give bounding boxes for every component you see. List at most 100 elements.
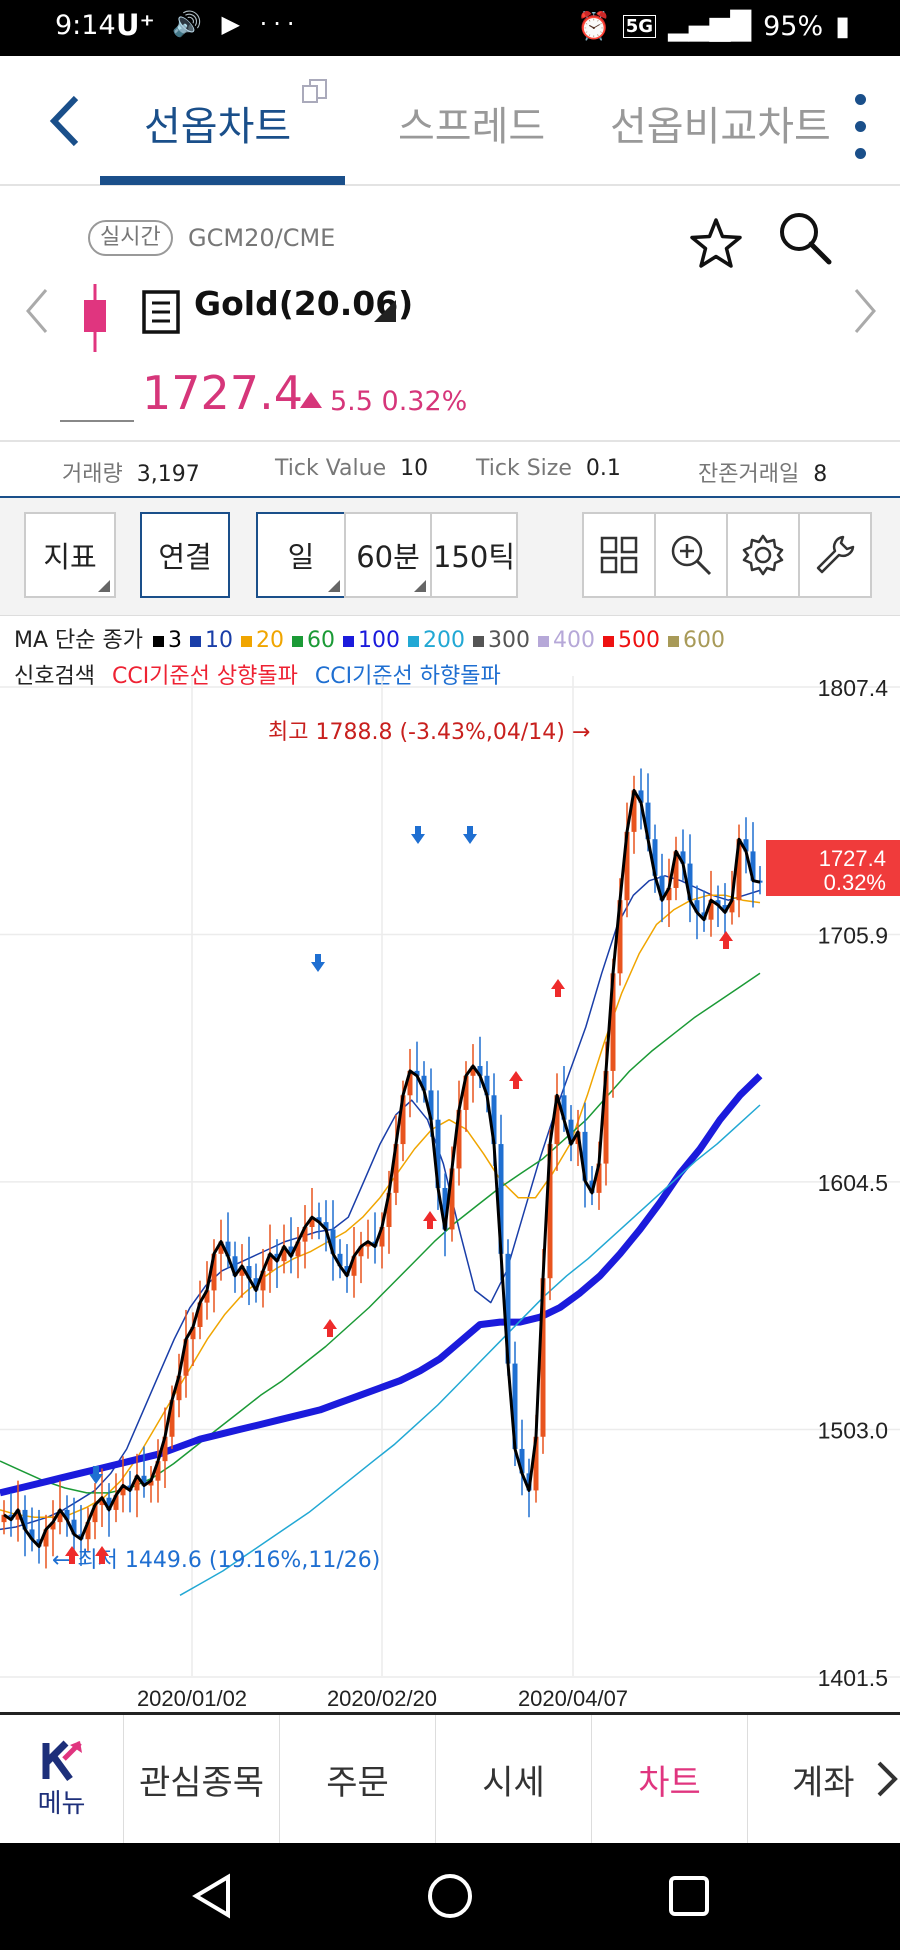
- candle-body: [379, 1227, 385, 1247]
- nav-market[interactable]: 시세: [436, 1715, 592, 1843]
- candle-body: [274, 1253, 280, 1262]
- candle-body: [582, 1131, 588, 1181]
- signal-up-arrow: [719, 931, 733, 949]
- candle-body: [148, 1480, 154, 1486]
- candle-body: [323, 1222, 329, 1230]
- candle-body: [428, 1090, 434, 1120]
- layout-grid-icon[interactable]: [584, 514, 656, 596]
- nav-account[interactable]: 계좌: [748, 1715, 900, 1843]
- battery-icon: ▮: [835, 10, 850, 42]
- tab-futures-chart[interactable]: 선옵차트: [144, 104, 292, 150]
- favorite-star-icon[interactable]: [688, 216, 744, 272]
- price-line: [60, 420, 134, 422]
- candle-body: [246, 1266, 252, 1279]
- candle-body: [211, 1253, 217, 1291]
- candle-body: [596, 1163, 602, 1193]
- nav-menu[interactable]: 메뉴: [0, 1715, 124, 1843]
- next-instrument-icon[interactable]: [850, 286, 880, 336]
- candle-body: [638, 790, 644, 803]
- ma-color-swatch: [291, 636, 303, 647]
- candle-body: [134, 1475, 140, 1491]
- candle-body: [190, 1327, 196, 1340]
- candle-body: [239, 1266, 245, 1276]
- nav-watchlist[interactable]: 관심종목: [124, 1715, 280, 1843]
- candle-body: [736, 839, 742, 901]
- status-icons: 🔊 ▶ ···: [172, 10, 301, 38]
- ma-legend-item: 20: [240, 628, 284, 653]
- bottom-nav: 메뉴 관심종목 주문 시세 차트 계좌: [0, 1715, 900, 1843]
- chevron-right-icon[interactable]: [875, 1759, 899, 1799]
- candle-body: [302, 1227, 308, 1242]
- instrument-dropdown-icon[interactable]: [374, 300, 396, 322]
- period-day-button[interactable]: 일: [256, 512, 346, 598]
- top-tab-bar: 선옵차트 스프레드 선옵비교차트: [0, 56, 900, 186]
- x-tick-label: 2020/04/07: [518, 1686, 628, 1711]
- nav-chart[interactable]: 차트: [592, 1715, 748, 1843]
- current-price-tag: [766, 840, 900, 896]
- candle-body: [92, 1505, 98, 1523]
- signal-up-arrow: [95, 1546, 109, 1564]
- ma-legend-label: 10: [204, 628, 233, 653]
- system-recents-icon[interactable]: [668, 1875, 710, 1917]
- ma-legend-item: 3: [152, 628, 182, 653]
- zoom-in-icon[interactable]: [656, 514, 728, 596]
- back-arrow-icon[interactable]: [40, 86, 90, 156]
- signal-icon: ▂▄▆█: [668, 10, 752, 42]
- period-150tick-button[interactable]: 150틱: [430, 512, 518, 598]
- candle-body: [722, 905, 728, 913]
- y-tick-label: 1401.5: [818, 1665, 888, 1691]
- chart-toolbar: 지표 연결 일 60분 150틱: [0, 498, 900, 616]
- candle-body: [344, 1266, 350, 1276]
- popout-icon[interactable]: [300, 78, 330, 104]
- candle-body: [316, 1217, 322, 1223]
- wrench-tool-icon[interactable]: [800, 514, 870, 596]
- candle-body: [617, 900, 623, 974]
- candle-body: [533, 1436, 539, 1491]
- candle-body: [218, 1241, 224, 1254]
- nav-order[interactable]: 주문: [280, 1715, 436, 1843]
- last-price: 1727.4: [142, 366, 303, 420]
- tab-compare-chart[interactable]: 선옵비교차트: [610, 104, 831, 150]
- realtime-badge: 실시간: [88, 220, 173, 256]
- ma-color-swatch: [189, 636, 201, 647]
- settings-gear-icon[interactable]: [728, 514, 800, 596]
- system-back-icon[interactable]: [190, 1873, 234, 1919]
- tab-spread[interactable]: 스프레드: [398, 104, 546, 150]
- candle-body: [435, 1119, 441, 1188]
- link-button[interactable]: 연결: [140, 512, 230, 598]
- candle-body: [400, 1095, 406, 1145]
- candle-body: [449, 1168, 455, 1230]
- candle-body: [708, 900, 714, 920]
- search-icon[interactable]: [775, 208, 835, 268]
- price-chart[interactable]: 1807.4 1705.9 1604.5 1503.0 1401.5 2020/01/02…: [0, 676, 900, 1714]
- candle-body: [281, 1246, 287, 1262]
- high-annotation: 최고 1788.8 (-3.43%,04/14) →: [268, 720, 590, 745]
- carrier-label: U⁺: [116, 8, 155, 42]
- current-price-tag-pct: 0.32%: [824, 870, 886, 895]
- period-60min-button[interactable]: 60분: [344, 512, 432, 598]
- ma-legend-label: 300: [487, 628, 530, 653]
- candle-body: [680, 851, 686, 864]
- candle-body: [85, 1522, 91, 1540]
- candle-body: [141, 1475, 147, 1486]
- prev-instrument-icon[interactable]: [22, 286, 52, 336]
- battery-level: 95%: [763, 10, 824, 42]
- more-menu-icon[interactable]: [852, 94, 868, 170]
- up-triangle-icon: [300, 392, 322, 408]
- active-tab-indicator: [100, 176, 345, 185]
- x-axis-line: [0, 1712, 900, 1715]
- ma-color-swatch: [342, 636, 354, 647]
- instrument-list-icon[interactable]: [142, 290, 180, 334]
- indicator-button[interactable]: 지표: [24, 512, 116, 598]
- candle-body: [50, 1522, 56, 1530]
- ma-legend: MA 단순 종가 3 10 20 60 100 200 300 400 500 600: [14, 622, 733, 654]
- chart-tools-group: [582, 512, 872, 598]
- quote-header: 실시간 GCM20/CME Gold(20.06) 1727.4 5.5 0.3…: [0, 186, 900, 442]
- ma-legend-label: 100: [357, 628, 400, 653]
- candle-body: [652, 839, 658, 876]
- y-tick-label: 1604.5: [818, 1170, 888, 1196]
- y-tick-label: 1705.9: [818, 923, 888, 949]
- system-home-icon[interactable]: [427, 1873, 473, 1919]
- signal-up-arrow: [423, 1211, 437, 1229]
- candle-body: [365, 1241, 371, 1247]
